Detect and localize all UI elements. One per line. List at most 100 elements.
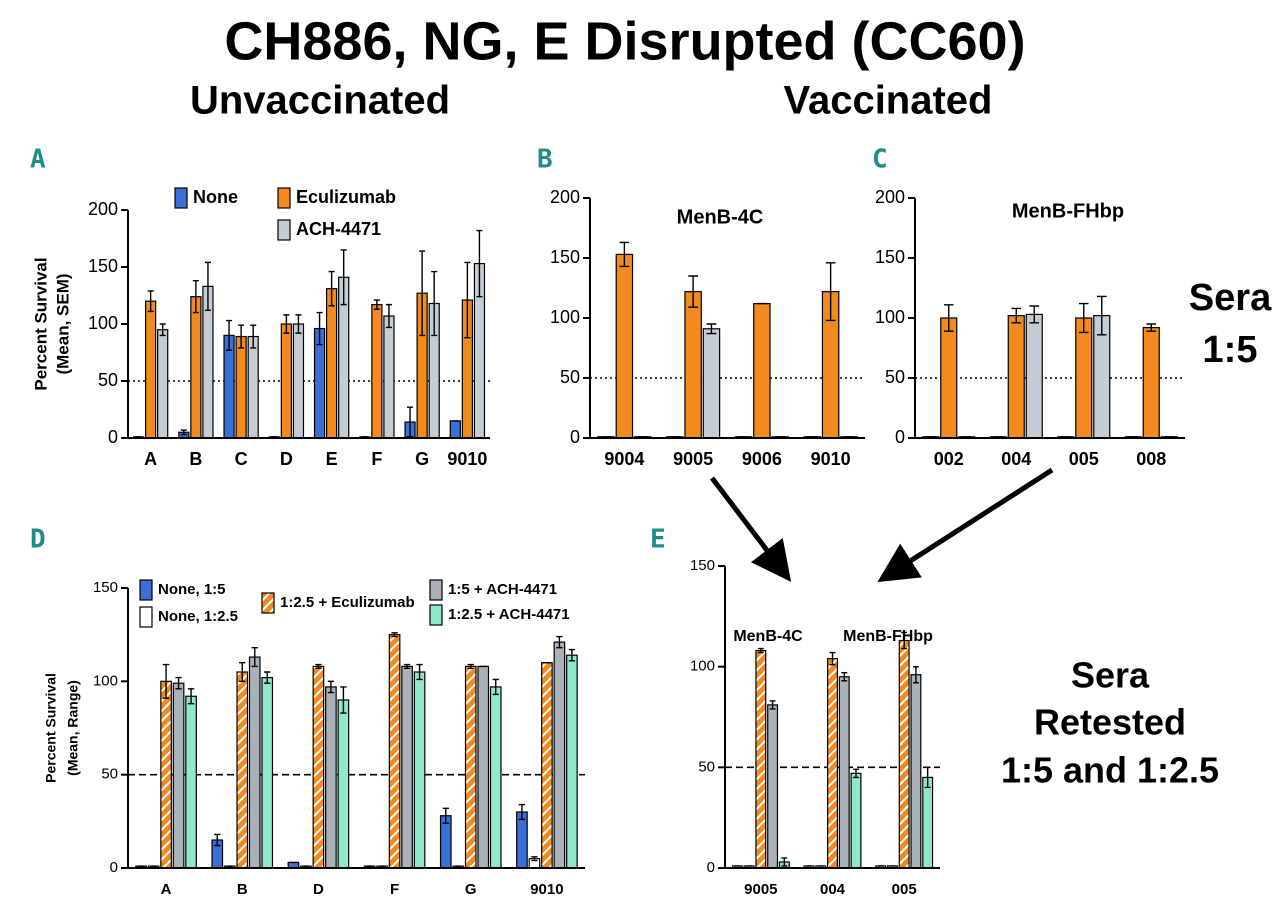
bar [247,335,259,439]
error-bar [467,663,474,669]
error-bar [781,857,788,867]
x-tick-label: 004 [820,881,846,898]
y-tick-label: 50 [885,367,905,387]
legend-label: None, 1:2.5 [158,608,238,625]
bar [767,704,779,869]
y-tick-label: 200 [88,199,118,219]
bar [449,420,461,439]
bar [292,323,305,439]
error-bar [442,807,449,824]
x-tick-label: C [235,449,248,469]
bar [337,699,350,869]
error-bar [1146,323,1157,332]
y-tick-label: 150 [690,557,715,574]
bar [1007,315,1025,439]
error-bar [1029,305,1040,324]
x-tick-label: G [415,449,429,469]
side-note: Sera [1071,655,1150,696]
bar [615,253,634,439]
error-bar [829,651,836,666]
bar [489,686,502,869]
y-tick-label: 100 [88,313,118,333]
legend-label: 1:2.5 + ACH-4471 [448,606,570,623]
error-bar [295,314,302,334]
error-bar [568,648,576,662]
bar [922,776,934,869]
bar [157,329,169,439]
error-bar [769,700,776,710]
bar [248,656,261,869]
side-note: Sera [1189,277,1272,319]
error-bar [214,833,221,847]
error-bar [239,661,246,683]
error-bar [192,279,199,314]
x-tick-label: 9006 [742,449,782,469]
x-tick-label: A [161,881,172,898]
error-bar [226,319,233,351]
x-tick-label: 008 [1136,449,1166,469]
bar [477,665,490,869]
bar [940,317,958,439]
error-bar [1078,302,1089,334]
bar [280,323,293,439]
bar [1075,317,1093,439]
bar [160,680,172,869]
panel-letter: B [537,145,553,175]
y-tick-label: 50 [101,766,118,783]
x-tick-label: F [390,881,399,898]
bar [413,671,426,869]
x-tick-label: 9010 [447,449,487,469]
error-bar [901,631,908,650]
bar [144,300,157,439]
error-bar [251,647,258,668]
x-tick-label: 004 [1001,449,1031,469]
legend-label: Eculizumab [296,187,396,207]
error-bar [340,686,347,714]
error-bar [316,311,323,346]
bar [401,665,413,869]
x-tick-label: 9005 [744,881,777,898]
bar [235,335,247,439]
legend-swatch [174,187,188,209]
bar [312,665,325,869]
bar [838,676,850,869]
legend-swatch [139,579,153,601]
y-axis-label: Percent Survival [31,257,50,390]
bar [185,695,197,869]
legend-label: 1:5 + ACH-4471 [448,581,557,598]
y-tick-label: 150 [93,579,118,596]
error-bar [162,663,170,699]
bar [388,634,401,869]
bar [261,676,274,869]
bar [898,639,910,869]
panel-title: MenB-4C [677,206,764,228]
x-tick-label: B [237,881,248,898]
bar [541,662,553,869]
x-tick-label: D [313,881,324,898]
y-tick-label: 0 [108,427,118,447]
y-tick-label: 50 [698,758,715,775]
side-note: Retested [1034,702,1186,743]
error-bar [1011,307,1022,324]
legend-swatch [429,604,443,626]
x-tick-label: 9010 [811,449,851,469]
y-tick-label: 100 [690,658,715,675]
error-bar [283,314,290,334]
y-tick-label: 50 [98,370,118,390]
arrow [710,476,792,582]
x-tick-label: 9010 [530,881,563,898]
error-bar [315,663,322,669]
panel-letter: C [872,145,888,175]
error-bar [841,672,848,682]
error-bar [340,249,347,306]
error-bar [403,663,411,669]
bar [172,682,185,869]
error-bar [328,270,335,307]
error-bar [419,250,426,337]
y-tick-label: 150 [550,247,580,267]
panel-title: MenB-FHbp [1012,200,1124,222]
y-axis-label: (Mean, Range) [65,680,81,776]
y-tick-label: 50 [560,367,580,387]
bar [755,649,767,869]
y-axis-label: (Mean, SEM) [53,273,72,374]
